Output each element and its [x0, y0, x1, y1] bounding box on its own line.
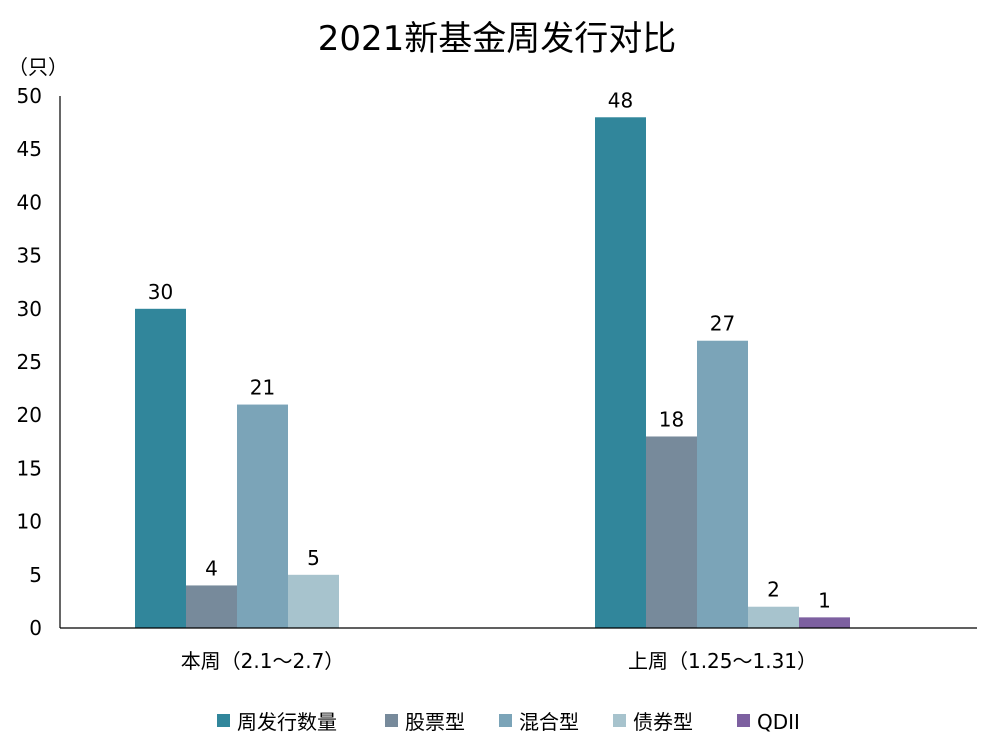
data-label: 48	[608, 88, 633, 112]
data-label: 1	[818, 588, 831, 612]
bar	[595, 117, 646, 628]
data-label: 2	[767, 578, 780, 602]
data-label: 30	[148, 280, 173, 304]
bar	[697, 340, 748, 628]
data-label: 5	[307, 546, 320, 570]
y-tick-label: 50	[17, 84, 42, 108]
legend-label: 股票型	[405, 710, 465, 734]
legend-swatch	[737, 714, 750, 727]
category-label: 本周（2.1～2.7）	[181, 649, 345, 673]
chart-title: 2021新基金周发行对比	[318, 19, 677, 59]
y-tick-label: 20	[17, 403, 42, 427]
legend-label: 债券型	[633, 710, 693, 734]
y-axis: 0 5 10 15 20 25 30 35 40 45 50	[17, 84, 42, 640]
x-axis: 本周（2.1～2.7） 上周（1.25～1.31）	[181, 649, 817, 673]
y-unit-label: （只）	[8, 55, 68, 79]
data-label: 27	[710, 312, 735, 336]
bar	[646, 436, 697, 628]
y-tick-label: 10	[17, 510, 42, 534]
bar	[237, 404, 288, 628]
bar	[748, 606, 799, 628]
legend-swatch	[613, 714, 626, 727]
legend-swatch	[385, 714, 398, 727]
bar	[186, 585, 237, 628]
legend-label: 混合型	[519, 710, 579, 734]
legend-swatch	[499, 714, 512, 727]
legend-swatch	[217, 714, 230, 727]
y-tick-label: 0	[29, 616, 42, 640]
y-tick-label: 35	[17, 244, 42, 268]
legend-label: 周发行数量	[237, 710, 337, 734]
y-tick-label: 30	[17, 297, 42, 321]
bar	[799, 617, 850, 628]
y-tick-label: 45	[17, 137, 42, 161]
legend-label: QDII	[757, 710, 800, 734]
category-label: 上周（1.25～1.31）	[628, 649, 817, 673]
legend: 周发行数量 股票型 混合型 债券型 QDII	[217, 710, 800, 734]
bars	[135, 117, 850, 628]
data-label: 4	[205, 556, 218, 580]
y-tick-label: 40	[17, 190, 42, 214]
y-tick-label: 15	[17, 456, 42, 480]
y-tick-label: 5	[29, 563, 42, 587]
bar	[288, 574, 339, 628]
data-label: 18	[659, 407, 684, 431]
y-tick-label: 25	[17, 350, 42, 374]
bar	[135, 308, 186, 628]
data-label: 21	[250, 376, 275, 400]
